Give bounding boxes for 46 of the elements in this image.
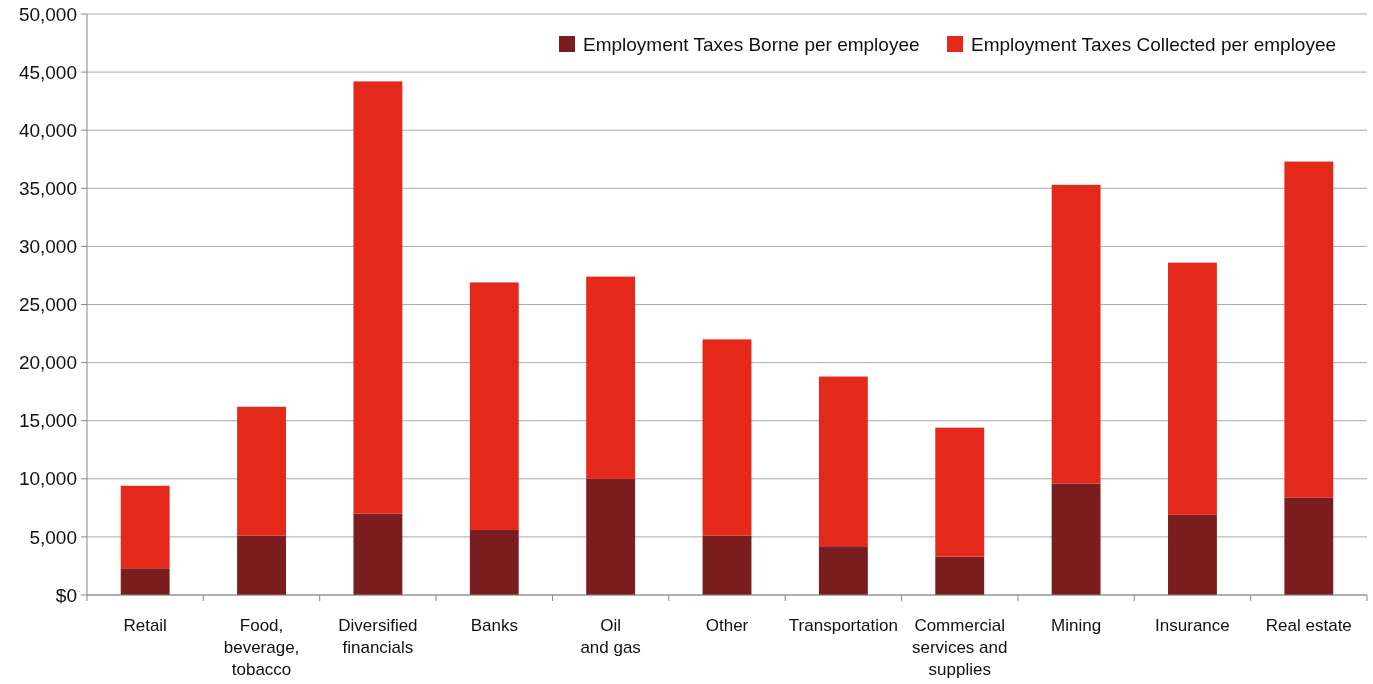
bar [1168,262,1217,515]
y-tick-label: 25,000 [18,294,77,316]
bar [935,427,985,557]
bar [702,535,752,595]
y-tick-label: 20,000 [18,352,77,374]
bar [935,556,985,595]
x-tick-label: Transportation [788,616,898,635]
legend-label: Employment Taxes Collected per employee [971,33,1337,55]
y-tick-label: 30,000 [18,236,77,258]
bar [586,478,636,595]
y-tick-label: 10,000 [18,468,77,490]
y-tick-label: 35,000 [18,177,77,199]
bar [1051,184,1101,484]
bar [120,568,170,595]
bar [469,529,519,595]
x-tick-label: Mining [1051,616,1102,635]
x-tick-label: Retail [123,616,167,635]
y-tick-label: 40,000 [18,119,77,141]
bar [1284,497,1334,595]
y-tick-label: 45,000 [18,61,77,83]
bar [120,485,170,569]
x-tick-label: Insurance [1155,616,1230,635]
bar [353,513,403,595]
bar [469,282,519,530]
bar [1284,161,1334,498]
bar [353,81,403,514]
y-tick-label: $0 [55,584,77,606]
bar [237,535,286,595]
x-tick-label: Commercial services and supplies [912,616,1008,679]
bar [237,406,286,536]
x-tick-label: Real estate [1265,616,1352,635]
bar [818,546,868,595]
x-tick-label: Oil and gas [580,616,641,657]
bar [586,276,636,479]
bar [1168,514,1217,595]
bar [818,376,868,547]
y-tick-label: 50,000 [18,3,77,25]
bar [702,339,752,536]
x-tick-label: Other [705,616,749,635]
bar [1051,483,1101,595]
legend-label: Employment Taxes Borne per employee [583,33,920,55]
x-tick-label: Food, beverage, tobacco [223,616,300,679]
y-tick-label: 15,000 [18,410,77,432]
x-tick-label: Diversified financials [338,616,418,657]
y-tick-label: 5,000 [29,526,77,548]
x-tick-label: Banks [470,616,518,635]
